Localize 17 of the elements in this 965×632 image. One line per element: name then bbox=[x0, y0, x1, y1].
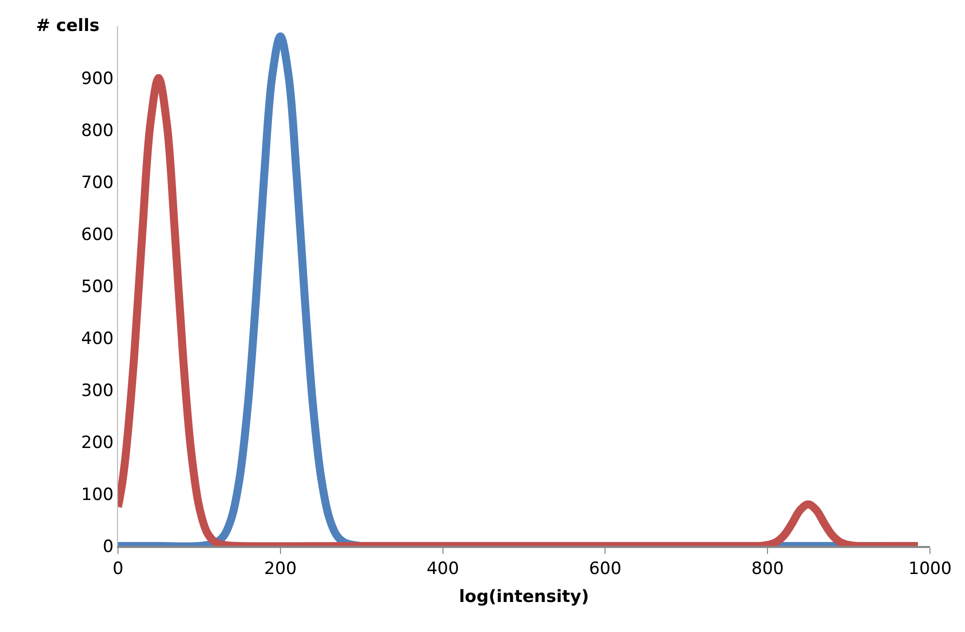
x-tick-label: 800 bbox=[751, 559, 784, 580]
y-tick-label: 0 bbox=[102, 536, 114, 557]
y-tick-label: 800 bbox=[81, 120, 114, 141]
y-tick-label: 100 bbox=[81, 484, 114, 505]
y-tick-label: 500 bbox=[81, 276, 114, 297]
y-tick-label: 300 bbox=[81, 380, 114, 401]
x-tick-label: 400 bbox=[426, 559, 460, 580]
x-tick-label: 1000 bbox=[908, 559, 952, 580]
x-tick-label: 200 bbox=[264, 559, 297, 580]
y-tick-label: 600 bbox=[81, 224, 114, 245]
y-tick-label: 400 bbox=[81, 328, 114, 349]
x-tick-label: 600 bbox=[588, 559, 622, 580]
y-tick-label: 200 bbox=[81, 432, 114, 453]
y-tick-label: 900 bbox=[81, 68, 114, 89]
y-tick-label: 700 bbox=[81, 172, 114, 193]
x-axis-title: log(intensity) bbox=[458, 587, 590, 608]
y-axis-title: # cells bbox=[36, 16, 100, 36]
